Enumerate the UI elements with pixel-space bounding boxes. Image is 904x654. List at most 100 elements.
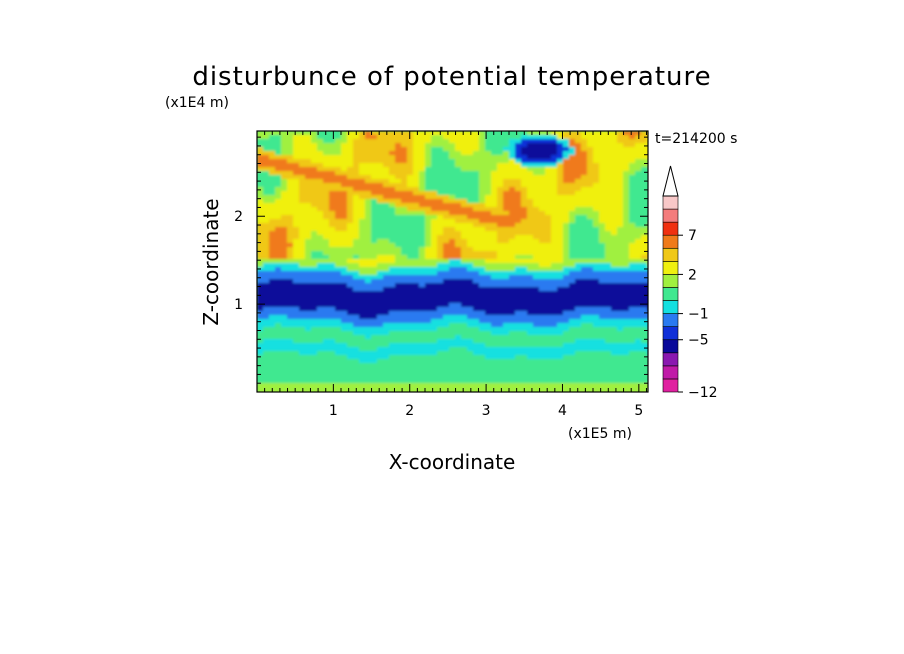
- contour-cell: [419, 203, 426, 208]
- contour-cell: [371, 251, 378, 256]
- contour-cell: [623, 263, 630, 268]
- contour-cell: [305, 255, 312, 260]
- contour-cell: [329, 247, 336, 252]
- contour-cell: [329, 195, 336, 200]
- contour-cell: [533, 311, 540, 316]
- contour-cell: [257, 335, 264, 340]
- contour-cell: [335, 299, 342, 304]
- contour-cell: [341, 359, 348, 364]
- contour-cell: [635, 271, 642, 276]
- contour-cell: [569, 303, 576, 308]
- contour-cell: [353, 267, 360, 272]
- contour-cell: [515, 363, 522, 368]
- contour-cell: [605, 315, 612, 320]
- contour-cell: [293, 203, 300, 208]
- contour-cell: [305, 143, 312, 148]
- contour-cell: [365, 179, 372, 184]
- contour-cell: [533, 247, 540, 252]
- contour-cell: [575, 255, 582, 260]
- contour-cell: [419, 319, 426, 324]
- contour-cell: [389, 271, 396, 276]
- contour-cell: [491, 139, 498, 144]
- contour-cell: [263, 307, 270, 312]
- contour-cell: [341, 383, 348, 388]
- contour-cell: [455, 259, 462, 264]
- colorbar-tick-label: −12: [688, 385, 718, 401]
- contour-cell: [527, 367, 534, 372]
- contour-cell: [473, 307, 480, 312]
- contour-cell: [551, 195, 558, 200]
- contour-cell: [305, 195, 312, 200]
- contour-cell: [575, 287, 582, 292]
- contour-cell: [641, 227, 648, 232]
- contour-cell: [287, 175, 294, 180]
- contour-cell: [407, 351, 414, 356]
- contour-cell: [425, 367, 432, 372]
- contour-cell: [419, 359, 426, 364]
- contour-cell: [335, 179, 342, 184]
- contour-cell: [569, 375, 576, 380]
- contour-cell: [473, 375, 480, 380]
- contour-cell: [497, 131, 504, 136]
- contour-cell: [365, 311, 372, 316]
- contour-cell: [629, 371, 636, 376]
- contour-cell: [539, 239, 546, 244]
- contour-cell: [263, 191, 270, 196]
- contour-cell: [347, 251, 354, 256]
- contour-cell: [305, 179, 312, 184]
- contour-cell: [617, 243, 624, 248]
- contour-cell: [437, 203, 444, 208]
- contour-cell: [449, 279, 456, 284]
- contour-cell: [281, 135, 288, 140]
- contour-cell: [515, 239, 522, 244]
- contour-cell: [449, 159, 456, 164]
- contour-cell: [335, 323, 342, 328]
- contour-cell: [641, 295, 648, 300]
- contour-cell: [389, 255, 396, 260]
- contour-cell: [617, 187, 624, 192]
- contour-cell: [359, 299, 366, 304]
- contour-cell: [281, 223, 288, 228]
- contour-cell: [539, 351, 546, 356]
- contour-cell: [515, 271, 522, 276]
- contour-cell: [371, 135, 378, 140]
- contour-cell: [455, 171, 462, 176]
- contour-cell: [383, 223, 390, 228]
- contour-cell: [467, 223, 474, 228]
- contour-cell: [413, 135, 420, 140]
- contour-cell: [359, 335, 366, 340]
- contour-cell: [521, 379, 528, 384]
- contour-cell: [569, 319, 576, 324]
- contour-cell: [479, 275, 486, 280]
- contour-cell: [527, 291, 534, 296]
- contour-cell: [269, 347, 276, 352]
- contour-cell: [413, 199, 420, 204]
- contour-cell: [587, 247, 594, 252]
- contour-cell: [563, 355, 570, 360]
- contour-cell: [557, 223, 564, 228]
- contour-cell: [341, 139, 348, 144]
- contour-cell: [503, 199, 510, 204]
- contour-cell: [605, 167, 612, 172]
- contour-cell: [599, 387, 606, 392]
- contour-cell: [455, 235, 462, 240]
- contour-cell: [587, 251, 594, 256]
- contour-cell: [497, 199, 504, 204]
- contour-cell: [605, 159, 612, 164]
- contour-cell: [617, 359, 624, 364]
- contour-cell: [575, 227, 582, 232]
- contour-cell: [473, 383, 480, 388]
- contour-cell: [551, 287, 558, 292]
- contour-cell: [587, 299, 594, 304]
- contour-cell: [371, 271, 378, 276]
- contour-cell: [317, 315, 324, 320]
- contour-cell: [413, 271, 420, 276]
- contour-cell: [377, 255, 384, 260]
- y-axis-label: Z-coordinate: [199, 198, 223, 325]
- contour-cell: [563, 375, 570, 380]
- contour-cell: [365, 167, 372, 172]
- contour-cell: [641, 287, 648, 292]
- contour-cell: [395, 235, 402, 240]
- contour-cell: [503, 223, 510, 228]
- contour-cell: [581, 387, 588, 392]
